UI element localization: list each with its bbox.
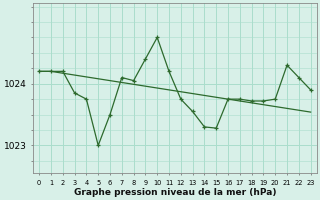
X-axis label: Graphe pression niveau de la mer (hPa): Graphe pression niveau de la mer (hPa)	[74, 188, 276, 197]
